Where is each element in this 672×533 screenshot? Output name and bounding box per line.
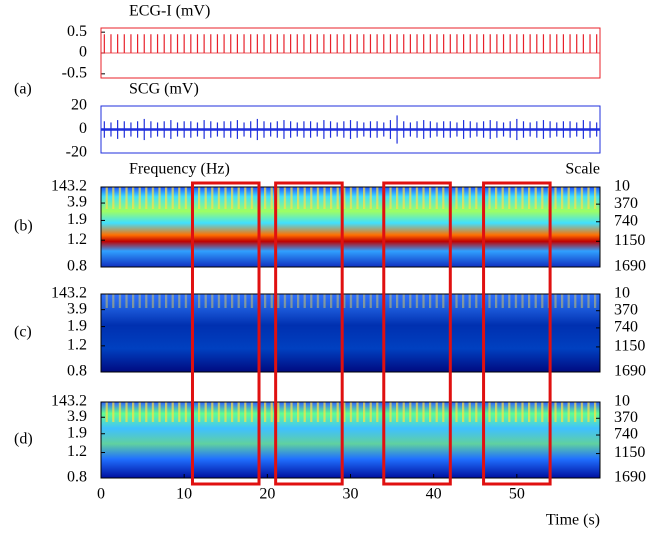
y-tick-label: 3.9 [67,300,87,317]
panel-label: (d) [14,431,33,448]
x-tick-label: 50 [509,486,525,503]
scalogram-texture [101,294,600,308]
y2-tick-label: 1690 [614,363,646,380]
highlight-box [382,181,452,486]
y2-tick-label: 1690 [614,469,646,486]
y2-tick-label: 10 [614,285,630,302]
y-tick-label: 0 [79,120,87,137]
y-tick-label: 1.9 [67,424,87,441]
panel-label: (a) [14,81,32,98]
y-tick-label: 1.2 [67,443,87,460]
x-tick-label: 30 [343,486,359,503]
y2-tick-label: 370 [614,301,638,318]
x-tick-label: 0 [97,486,105,503]
y-tick-label: 143.2 [51,178,87,195]
y2-tick-label: 1150 [614,338,645,355]
panel-title: SCG (mV) [129,81,199,98]
y-tick-label: 143.2 [51,393,87,410]
y-axis-title: Frequency (Hz) [129,161,230,178]
y2-tick-label: 740 [614,426,638,443]
y-tick-label: 3.9 [67,194,87,211]
panel-label: (b) [14,218,33,235]
x-tick-label: 20 [259,486,275,503]
y2-tick-label: 370 [614,409,638,426]
x-axis-title: Time (s) [546,512,600,529]
y-tick-label: 0.8 [67,363,87,380]
y2-axis-title: Scale [565,161,600,178]
y-tick-label: 1.2 [67,337,87,354]
y-tick-label: -0.5 [62,65,87,82]
y-tick-label: -20 [66,144,87,161]
y-tick-label: 143.2 [51,285,87,302]
y2-tick-label: 10 [614,393,630,410]
plot-frame [100,293,601,373]
panel-label: (c) [14,324,32,341]
x-tick-label: 10 [176,486,192,503]
y2-tick-label: 370 [614,195,638,212]
highlight-box [190,181,261,486]
x-tick-label: 40 [426,486,442,503]
y-tick-label: 3.9 [67,408,87,425]
highlight-box [482,181,552,486]
scalogram-texture [101,402,600,422]
y2-tick-label: 10 [614,178,630,195]
y-tick-label: 0 [79,44,87,61]
highlight-box [274,181,344,486]
scalogram-texture [101,187,600,209]
y-tick-label: 0.5 [67,23,87,40]
y-tick-label: 1.9 [67,317,87,334]
y2-tick-label: 740 [614,212,638,229]
scalogram-images [101,187,600,478]
y-tick-label: 1.2 [67,231,87,248]
y-tick-label: 0.8 [67,469,87,486]
y2-tick-label: 1150 [614,232,645,249]
plot-frame [100,105,601,154]
y2-tick-label: 740 [614,319,638,336]
plot-frame [100,27,601,79]
y2-tick-label: 1690 [614,258,646,275]
y-tick-label: 0.8 [67,258,87,275]
plot-frame [100,186,601,268]
panel-title: ECG-I (mV) [129,3,210,20]
y-tick-label: 20 [71,97,87,114]
y2-tick-label: 1150 [614,444,645,461]
y-tick-label: 1.9 [67,211,87,228]
